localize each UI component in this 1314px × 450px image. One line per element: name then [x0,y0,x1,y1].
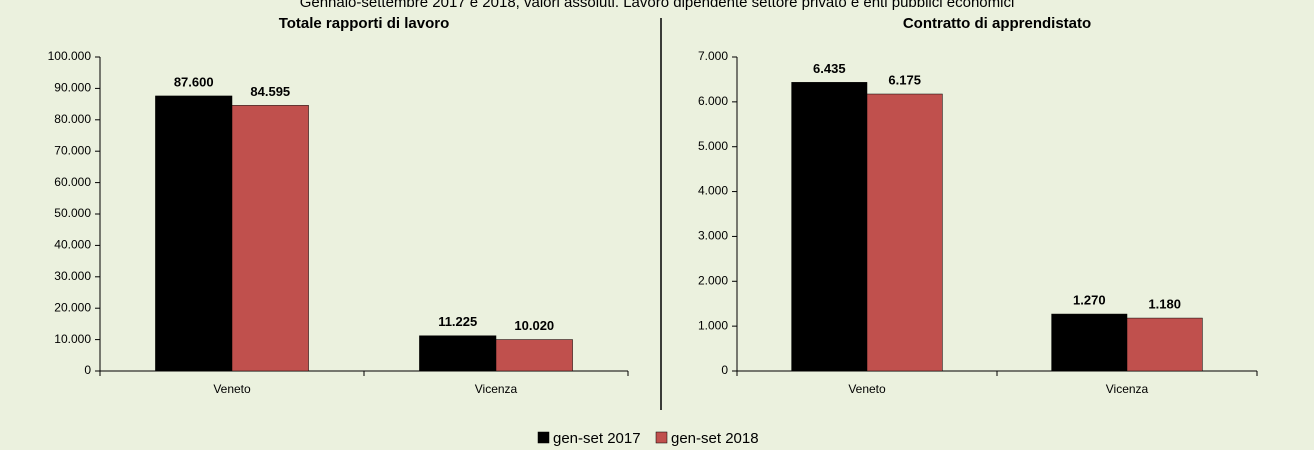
y-tick-label: 40.000 [54,238,91,252]
bar [866,93,943,372]
value-label: 84.595 [250,84,290,99]
bar [1126,317,1203,372]
legend-swatch [655,431,668,444]
y-tick-label: 0 [721,363,728,377]
bar [231,105,309,372]
chart-title: Totale rapporti di lavoro [279,15,450,32]
y-tick-label: 5.000 [698,139,728,153]
legend-label: gen-set 2018 [671,430,759,447]
value-label: 87.600 [174,74,214,89]
y-tick-label: 2.000 [698,273,728,287]
value-label: 1.270 [1073,292,1106,307]
y-tick-label: 80.000 [54,112,91,126]
y-tick-label: 10.000 [54,332,91,346]
y-tick-label: 30.000 [54,269,91,283]
value-label: 6.175 [888,72,921,87]
bar [495,339,573,372]
x-tick-label: Veneto [848,382,886,396]
y-tick-label: 90.000 [54,81,91,95]
legend-label: gen-set 2017 [553,430,641,447]
value-label: 6.435 [813,61,846,76]
value-label: 1.180 [1148,297,1181,312]
x-tick-label: Vicenza [1106,382,1149,396]
y-tick-label: 60.000 [54,175,91,189]
x-tick-label: Vicenza [475,382,518,396]
legend-swatch [537,431,550,444]
chart-title: Contratto di apprendistato [903,15,1091,32]
y-tick-label: 1.000 [698,318,728,332]
bar [1051,313,1128,372]
value-label: 10.020 [514,318,554,333]
y-tick-label: 7.000 [698,49,728,63]
bar [791,82,868,372]
y-tick-label: 50.000 [54,206,91,220]
y-tick-label: 4.000 [698,184,728,198]
bar [419,335,497,372]
value-label: 11.225 [438,314,477,329]
y-tick-label: 70.000 [54,143,91,157]
subtitle: Gennaio-settembre 2017 e 2018, valori as… [300,0,1015,11]
x-tick-label: Veneto [213,382,251,396]
y-tick-label: 0 [84,363,91,377]
y-tick-label: 100.000 [48,49,92,63]
y-tick-label: 20.000 [54,300,91,314]
y-tick-label: 6.000 [698,94,728,108]
bar [155,95,233,372]
y-tick-label: 3.000 [698,229,728,243]
